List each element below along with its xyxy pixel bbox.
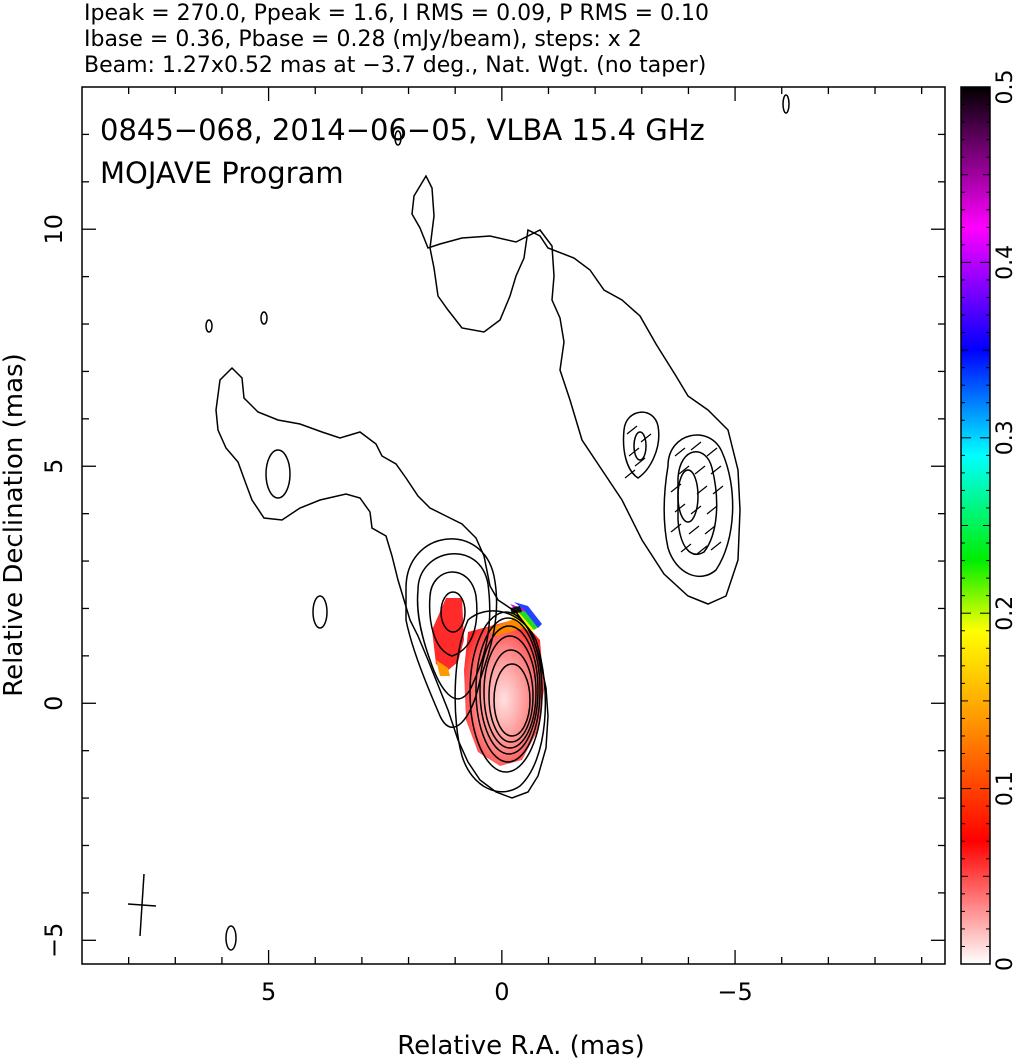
x-tick-label: 5 (261, 978, 276, 1006)
polarization-vector (678, 465, 690, 475)
plot-title: 0845−068, 2014−06−05, VLBA 15.4 GHz (100, 113, 705, 147)
island-contour-tiny-1 (205, 319, 213, 333)
knot-contour-4 (405, 538, 498, 728)
small-knot-contour (622, 411, 660, 479)
polarization-vector (688, 525, 700, 535)
island-contour-top-mid (394, 130, 402, 146)
polarization-vector (690, 441, 702, 451)
beam-marker (127, 873, 157, 937)
core-contour-5 (475, 617, 541, 763)
core-contour-2 (488, 649, 534, 743)
beam-minor-axis (127, 903, 157, 907)
header-line-3: Beam: 1.27x0.52 mas at −3.7 deg., Nat. W… (84, 53, 706, 78)
x-axis-label: Relative R.A. (mas) (397, 1031, 644, 1060)
island-contour-small (312, 595, 328, 629)
polarization-vector (696, 545, 708, 555)
polarization-vector (674, 447, 686, 457)
contour-outer-jet-upper (411, 174, 741, 605)
plot-frame (81, 86, 946, 965)
contour-outer-lower (215, 366, 549, 799)
knot-contour-1 (440, 591, 466, 633)
polarization-region-knot-edge (436, 660, 450, 676)
island-contour-left (265, 449, 291, 499)
core-contour-6 (469, 611, 543, 773)
small-knot-contour-inner (633, 431, 647, 461)
polarization-vector (674, 503, 686, 513)
core-contour-3 (483, 635, 537, 749)
polarization-vector (670, 523, 682, 533)
colorbar-tick-label: 0.5 (993, 70, 1018, 105)
core-contour-7 (454, 610, 547, 793)
polarization-vector (680, 543, 692, 553)
outer-knot-contour-1 (663, 434, 734, 578)
polarization-vector (710, 541, 722, 551)
polarization-vector (626, 425, 638, 435)
colorbar-tick-label: 0.2 (993, 596, 1018, 631)
x-tick-label: −5 (717, 978, 752, 1006)
polarization-vector (690, 505, 702, 515)
polarization-region-knot (432, 598, 464, 672)
polarization-vectors (624, 425, 724, 555)
polarization-vector (634, 457, 646, 467)
colorbar-ticks: 0 0.1 0.2 0.3 0.4 0.5 (961, 70, 1018, 971)
colorbar-tick-label: 0.3 (993, 420, 1018, 455)
polarization-vector (712, 485, 724, 495)
y-axis-label: Relative Declination (mas) (0, 353, 29, 696)
polarization-vector (670, 483, 682, 493)
y-tick-label: 5 (40, 459, 68, 474)
island-contour-top-right (782, 94, 790, 114)
polarization-vector (640, 433, 652, 443)
knot-contour-2 (428, 571, 478, 657)
polarization-vector (628, 447, 640, 457)
island-contour-tiny-2 (260, 311, 268, 325)
polarization-vector (704, 525, 716, 535)
y-tick-label: 10 (40, 214, 68, 245)
island-contour-bottom (225, 925, 237, 951)
polarization-vector (710, 465, 722, 475)
polarization-vector (706, 505, 718, 515)
polarization-vector (694, 465, 706, 475)
header-line-2: Ibase = 0.36, Pbase = 0.28 (mJy/beam), s… (84, 27, 642, 52)
contour-lines (205, 94, 790, 951)
colorbar-tick-label: 0.1 (993, 771, 1018, 806)
colorbar-tick-label: 0 (993, 957, 1018, 971)
y-tick-label: 0 (40, 696, 68, 711)
core-contour-4 (479, 625, 539, 755)
header-line-1: Ipeak = 270.0, Ppeak = 1.6, I RMS = 0.09… (84, 1, 709, 26)
x-tick-label: 0 (494, 978, 509, 1006)
y-tick-label: −5 (40, 923, 68, 958)
polarization-region-core-edge-black (510, 606, 522, 614)
knot-contour-3 (416, 552, 491, 700)
axis-ticks: 5 0 −5 −5 0 5 10 (40, 87, 945, 1006)
core-contour-1 (493, 663, 531, 737)
polarization-vector (696, 485, 708, 495)
outer-knot-contour-3 (677, 469, 699, 523)
colorbar-tick-label: 0.4 (993, 245, 1018, 280)
polarization-vector (624, 469, 636, 479)
polarization-region-core-edge-blue (514, 602, 542, 628)
plot-subtitle: MOJAVE Program (100, 156, 344, 190)
polarization-vector (706, 447, 718, 457)
